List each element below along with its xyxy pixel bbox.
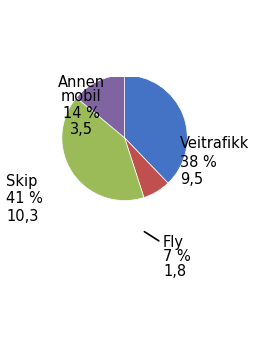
Text: 14 %: 14 % xyxy=(63,106,100,121)
Text: 9,5: 9,5 xyxy=(180,172,204,187)
Wedge shape xyxy=(125,75,187,183)
Text: 10,3: 10,3 xyxy=(6,209,38,224)
Text: 7 %: 7 % xyxy=(163,249,191,264)
Text: Skip: Skip xyxy=(6,174,37,189)
Text: 41 %: 41 % xyxy=(6,191,43,206)
Wedge shape xyxy=(125,138,168,197)
Text: Annen: Annen xyxy=(58,74,104,90)
Text: mobil: mobil xyxy=(61,89,101,104)
Text: 1,8: 1,8 xyxy=(163,264,186,279)
Wedge shape xyxy=(62,97,144,201)
Text: 38 %: 38 % xyxy=(180,155,217,170)
Text: 3,5: 3,5 xyxy=(70,122,93,138)
Text: Veitrafikk: Veitrafikk xyxy=(180,135,250,151)
Text: Fly: Fly xyxy=(163,235,184,250)
Wedge shape xyxy=(76,75,125,138)
